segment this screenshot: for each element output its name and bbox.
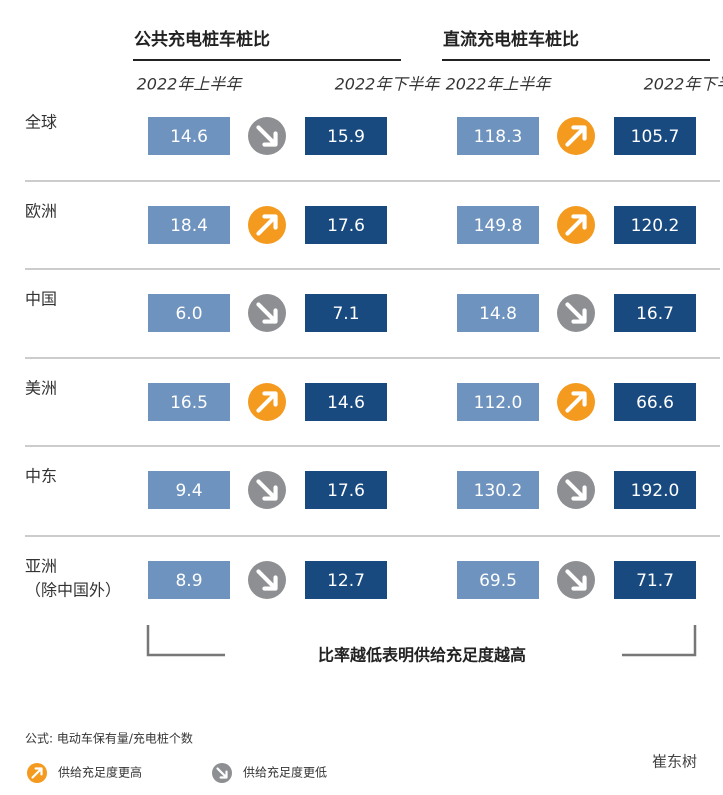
value-box <box>614 561 696 599</box>
value-box <box>305 117 387 155</box>
value: 16.7 <box>636 304 674 324</box>
value-box <box>614 294 696 332</box>
arrow <box>565 569 587 591</box>
value-box <box>614 383 696 421</box>
legend-label: 供给充足度更低 <box>243 765 327 780</box>
value-box <box>305 561 387 599</box>
region: 全球 <box>25 113 57 132</box>
value: 112.0 <box>474 393 523 413</box>
value: 192.0 <box>631 481 680 501</box>
value-box <box>305 383 387 421</box>
formula: 公式: 电动车保有量/充电桩个数 <box>25 731 193 746</box>
value: 105.7 <box>631 127 680 147</box>
value-box <box>305 471 387 509</box>
value-box <box>148 206 230 244</box>
value-box <box>614 117 696 155</box>
arrow <box>565 479 587 501</box>
arrow <box>565 302 587 324</box>
value: 18.4 <box>170 216 208 236</box>
group-title: 公共充电桩车桩比 <box>134 29 270 50</box>
value-box <box>305 294 387 332</box>
value-box <box>148 117 230 155</box>
watermark: 崔东树 <box>652 753 697 771</box>
value-box <box>614 206 696 244</box>
bracket <box>146 625 697 657</box>
value: 17.6 <box>327 481 365 501</box>
value-box <box>457 471 539 509</box>
arrow <box>565 391 587 413</box>
period: 2022年下半年 <box>335 75 442 94</box>
value-box <box>148 471 230 509</box>
arrow <box>256 214 278 236</box>
arrow <box>256 569 278 591</box>
value-box <box>148 383 230 421</box>
arrow <box>256 125 278 147</box>
period: 2022年下半年 <box>644 75 723 94</box>
arrow <box>31 767 43 779</box>
value: 14.6 <box>170 127 208 147</box>
value-box <box>614 471 696 509</box>
value: 118.3 <box>474 127 523 147</box>
group-title: 直流充电桩车桩比 <box>443 29 579 50</box>
value: 12.7 <box>327 571 365 591</box>
value: 66.6 <box>636 393 674 413</box>
arrow <box>565 214 587 236</box>
region: 美洲 <box>25 379 57 398</box>
value-box <box>457 383 539 421</box>
value-box <box>148 294 230 332</box>
value: 6.0 <box>175 304 202 324</box>
period: 2022年上半年 <box>446 75 553 94</box>
region: 中国 <box>25 290 57 309</box>
value-box <box>148 561 230 599</box>
arrow <box>256 479 278 501</box>
value: 69.5 <box>479 571 517 591</box>
region: （除中国外） <box>25 581 121 600</box>
region: 中东 <box>25 467 57 486</box>
value: 7.1 <box>332 304 359 324</box>
value: 16.5 <box>170 393 208 413</box>
period: 2022年上半年 <box>137 75 244 94</box>
footnote: 比率越低表明供给充足度越高 <box>318 646 526 665</box>
value: 17.6 <box>327 216 365 236</box>
region: 亚洲 <box>25 557 57 576</box>
value: 9.4 <box>175 481 202 501</box>
value: 14.8 <box>479 304 517 324</box>
arrow <box>256 302 278 324</box>
value: 149.8 <box>474 216 523 236</box>
region: 欧洲 <box>25 202 57 221</box>
value-box <box>457 294 539 332</box>
value-box <box>305 206 387 244</box>
value: 14.6 <box>327 393 365 413</box>
value: 120.2 <box>631 216 680 236</box>
arrow <box>216 767 228 779</box>
value: 15.9 <box>327 127 365 147</box>
legend-label: 供给充足度更高 <box>58 765 142 780</box>
arrow <box>256 391 278 413</box>
value-box <box>457 117 539 155</box>
value: 71.7 <box>636 571 674 591</box>
arrow <box>565 125 587 147</box>
value: 8.9 <box>175 571 202 591</box>
value: 130.2 <box>474 481 523 501</box>
value-box <box>457 561 539 599</box>
value-box <box>457 206 539 244</box>
